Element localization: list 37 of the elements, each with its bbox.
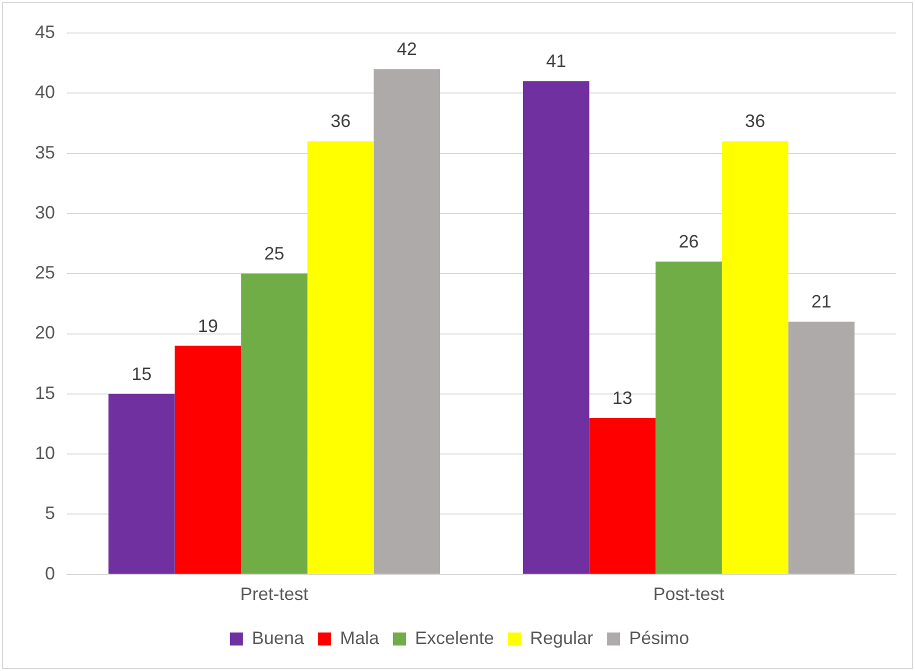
x-tick-label: Post-test	[653, 584, 724, 604]
y-tick-label: 10	[34, 443, 56, 464]
bar	[108, 394, 175, 574]
data-label: 25	[264, 244, 284, 264]
legend-label: Pésimo	[629, 628, 690, 648]
data-label: 42	[396, 39, 417, 60]
bar	[174, 346, 242, 574]
bar	[522, 81, 590, 574]
y-tick-label: 25	[34, 262, 56, 283]
legend-label: Regular	[530, 628, 594, 648]
data-label: 41	[546, 51, 566, 72]
bar	[722, 141, 788, 574]
y-tick-label: 0	[45, 563, 56, 584]
data-label: 21	[811, 292, 832, 312]
bar	[788, 322, 855, 574]
y-tick-label: 45	[34, 22, 56, 42]
y-tick-label: 35	[34, 142, 56, 162]
bar	[589, 418, 656, 574]
bar	[656, 262, 722, 574]
data-label: 15	[132, 364, 152, 384]
bar	[307, 141, 374, 574]
x-tick-label: Pret-test	[240, 584, 308, 604]
bar	[374, 69, 440, 574]
y-tick-label: 20	[34, 322, 56, 343]
data-label: 36	[745, 111, 766, 132]
y-tick-label: 5	[45, 503, 56, 524]
y-tick-label: 40	[34, 82, 56, 102]
bar	[241, 274, 308, 574]
legend-label: Excelente	[414, 628, 494, 648]
data-label: 13	[612, 388, 632, 408]
legend-label: Buena	[252, 628, 305, 648]
data-label: 19	[198, 316, 218, 336]
data-label: 36	[330, 111, 351, 132]
legend-label: Mala	[340, 628, 380, 648]
data-label: 26	[678, 232, 699, 252]
y-tick-label: 30	[34, 202, 56, 222]
y-tick-label: 15	[34, 382, 56, 403]
